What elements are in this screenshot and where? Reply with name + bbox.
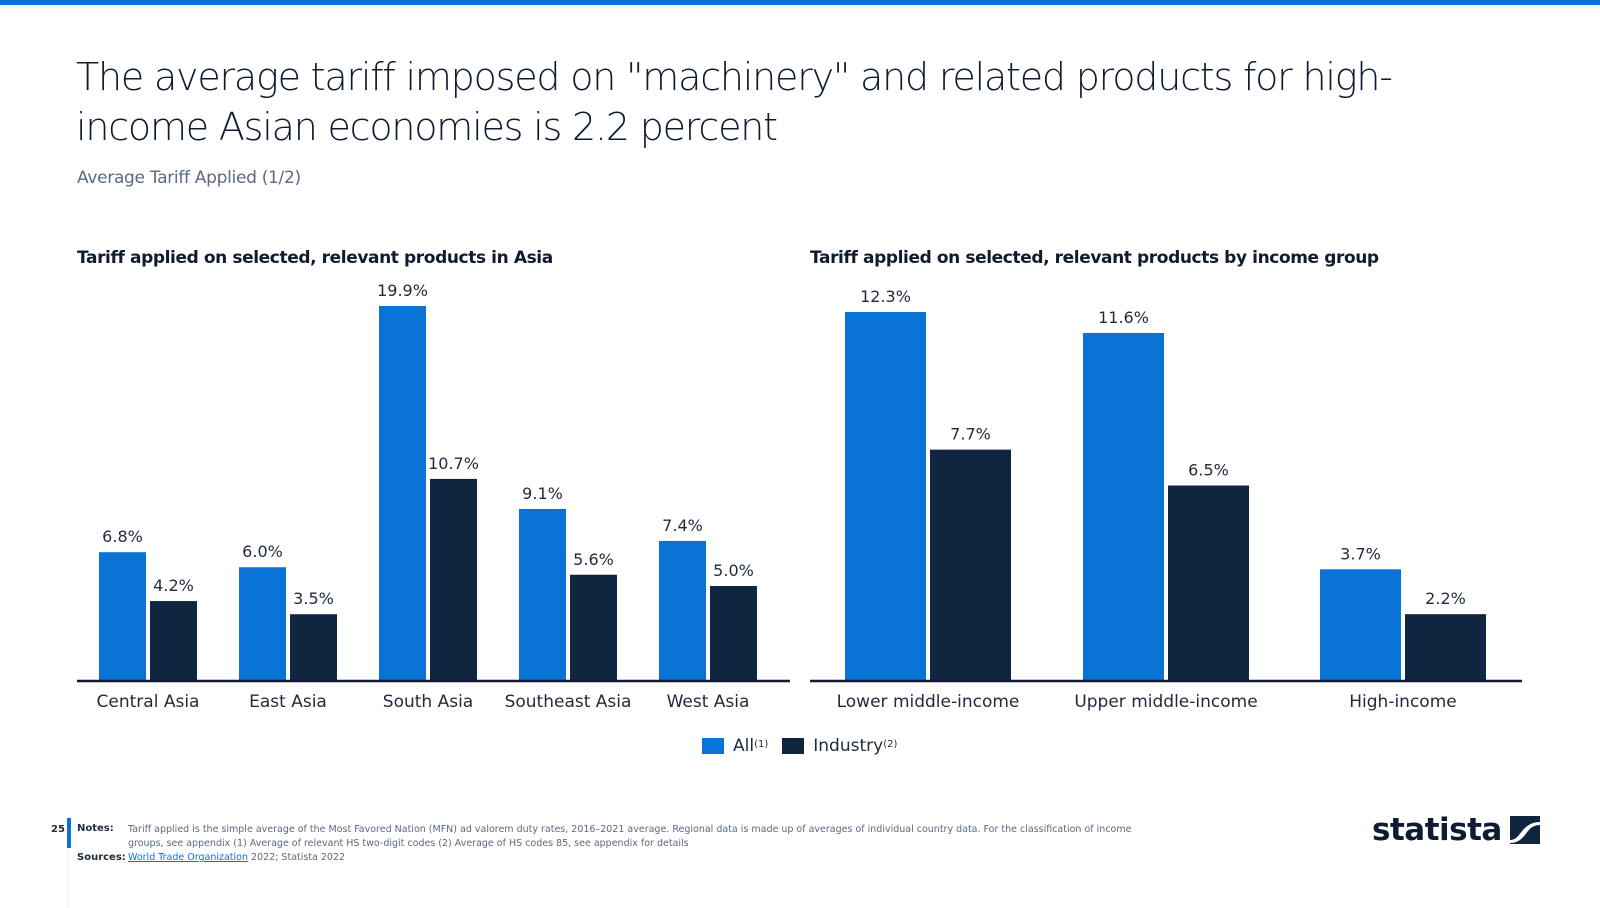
bar-income-industry-1 [1168,485,1249,680]
data-label-income-industry-0: 7.7% [950,425,991,444]
legend-swatch-all [702,738,724,754]
legend-footnote-industry: (2) [883,738,898,750]
category-label-income-2: High-income [1349,692,1456,712]
bar-income-industry-0 [930,449,1011,680]
bar-asia-all-4 [659,540,706,680]
chart-title-asia: Tariff applied on selected, relevant pro… [77,248,553,268]
bar-asia-industry-2 [430,478,477,680]
bar-income-all-1 [1083,332,1164,680]
top-accent-bar [0,0,1600,5]
bar-asia-all-0 [99,552,146,680]
legend-footnote-all: (1) [754,738,769,750]
bar-asia-industry-1 [290,614,337,680]
bar-asia-all-1 [239,567,286,680]
category-label-asia-2: South Asia [383,692,473,712]
notes-label: Notes: [77,823,114,834]
bar-income-all-2 [1320,569,1401,680]
bar-asia-industry-3 [570,574,617,680]
data-label-asia-all-2: 19.9% [377,281,428,300]
data-label-asia-industry-1: 3.5% [293,589,334,608]
notes-text: Tariff applied is the simple average of … [128,824,1132,849]
bar-asia-all-3 [519,508,566,680]
data-label-asia-industry-3: 5.6% [573,550,614,569]
page-title-line-2: income Asian economies is 2.2 percent [76,105,778,149]
logo-text: statista [1372,812,1502,848]
page-subtitle: Average Tariff Applied (1/2) [77,168,301,188]
category-label-asia-3: Southeast Asia [505,692,632,712]
page-title: The average tariff imposed on "machinery… [76,52,1476,152]
chart-title-income: Tariff applied on selected, relevant pro… [810,248,1379,268]
data-label-asia-industry-4: 5.0% [713,561,754,580]
sources-text: World Trade Organization 2022; Statista … [128,852,345,863]
bar-asia-industry-0 [150,601,197,680]
data-label-income-all-1: 11.6% [1098,308,1149,327]
legend-label-all: All [733,736,755,756]
data-label-asia-all-4: 7.4% [662,516,703,535]
data-label-income-all-0: 12.3% [860,287,911,306]
data-label-income-industry-1: 6.5% [1188,461,1229,480]
statista-logo-icon [1509,816,1540,844]
statista-logo[interactable]: statista [1372,812,1540,848]
page-number: 25 [51,824,65,835]
bar-income-industry-2 [1405,614,1486,680]
data-label-asia-industry-2: 10.7% [428,454,479,473]
data-label-income-industry-2: 2.2% [1425,589,1466,608]
data-label-asia-all-0: 6.8% [102,527,143,546]
category-label-income-0: Lower middle-income [837,692,1020,712]
data-label-asia-all-3: 9.1% [522,484,563,503]
category-label-asia-0: Central Asia [97,692,200,712]
category-label-asia-1: East Asia [249,692,327,712]
bar-asia-all-2 [379,306,426,680]
page-title-line-1: The average tariff imposed on "machinery… [76,55,1393,99]
legend-label-industry: Industry [813,736,884,756]
bar-charts: 6.8% 6.0% 19.9% 9.1% 7.4% 4.2% 3.5% 10.7% 5.6% 5.… [77,281,1522,712]
sources-rest: 2022; Statista 2022 [248,852,346,863]
bar-asia-industry-4 [710,586,757,680]
category-label-income-1: Upper middle-income [1074,692,1257,712]
data-label-income-all-2: 3.7% [1340,544,1381,563]
sources-label: Sources: [77,852,126,863]
data-label-asia-all-1: 6.0% [242,542,283,561]
bar-income-all-0 [845,312,926,680]
legend-item-industry[interactable]: Industry (2) [782,736,897,756]
legend-item-all[interactable]: All (1) [702,736,768,756]
page-number-bar [67,818,71,848]
legend-swatch-industry [782,738,805,754]
legend: All (1) Industry (2) [702,736,911,756]
source-link-wto[interactable]: World Trade Organization [128,852,249,863]
data-label-asia-industry-0: 4.2% [153,576,194,595]
footer-divider [68,848,69,908]
category-label-asia-4: West Asia [667,692,750,712]
